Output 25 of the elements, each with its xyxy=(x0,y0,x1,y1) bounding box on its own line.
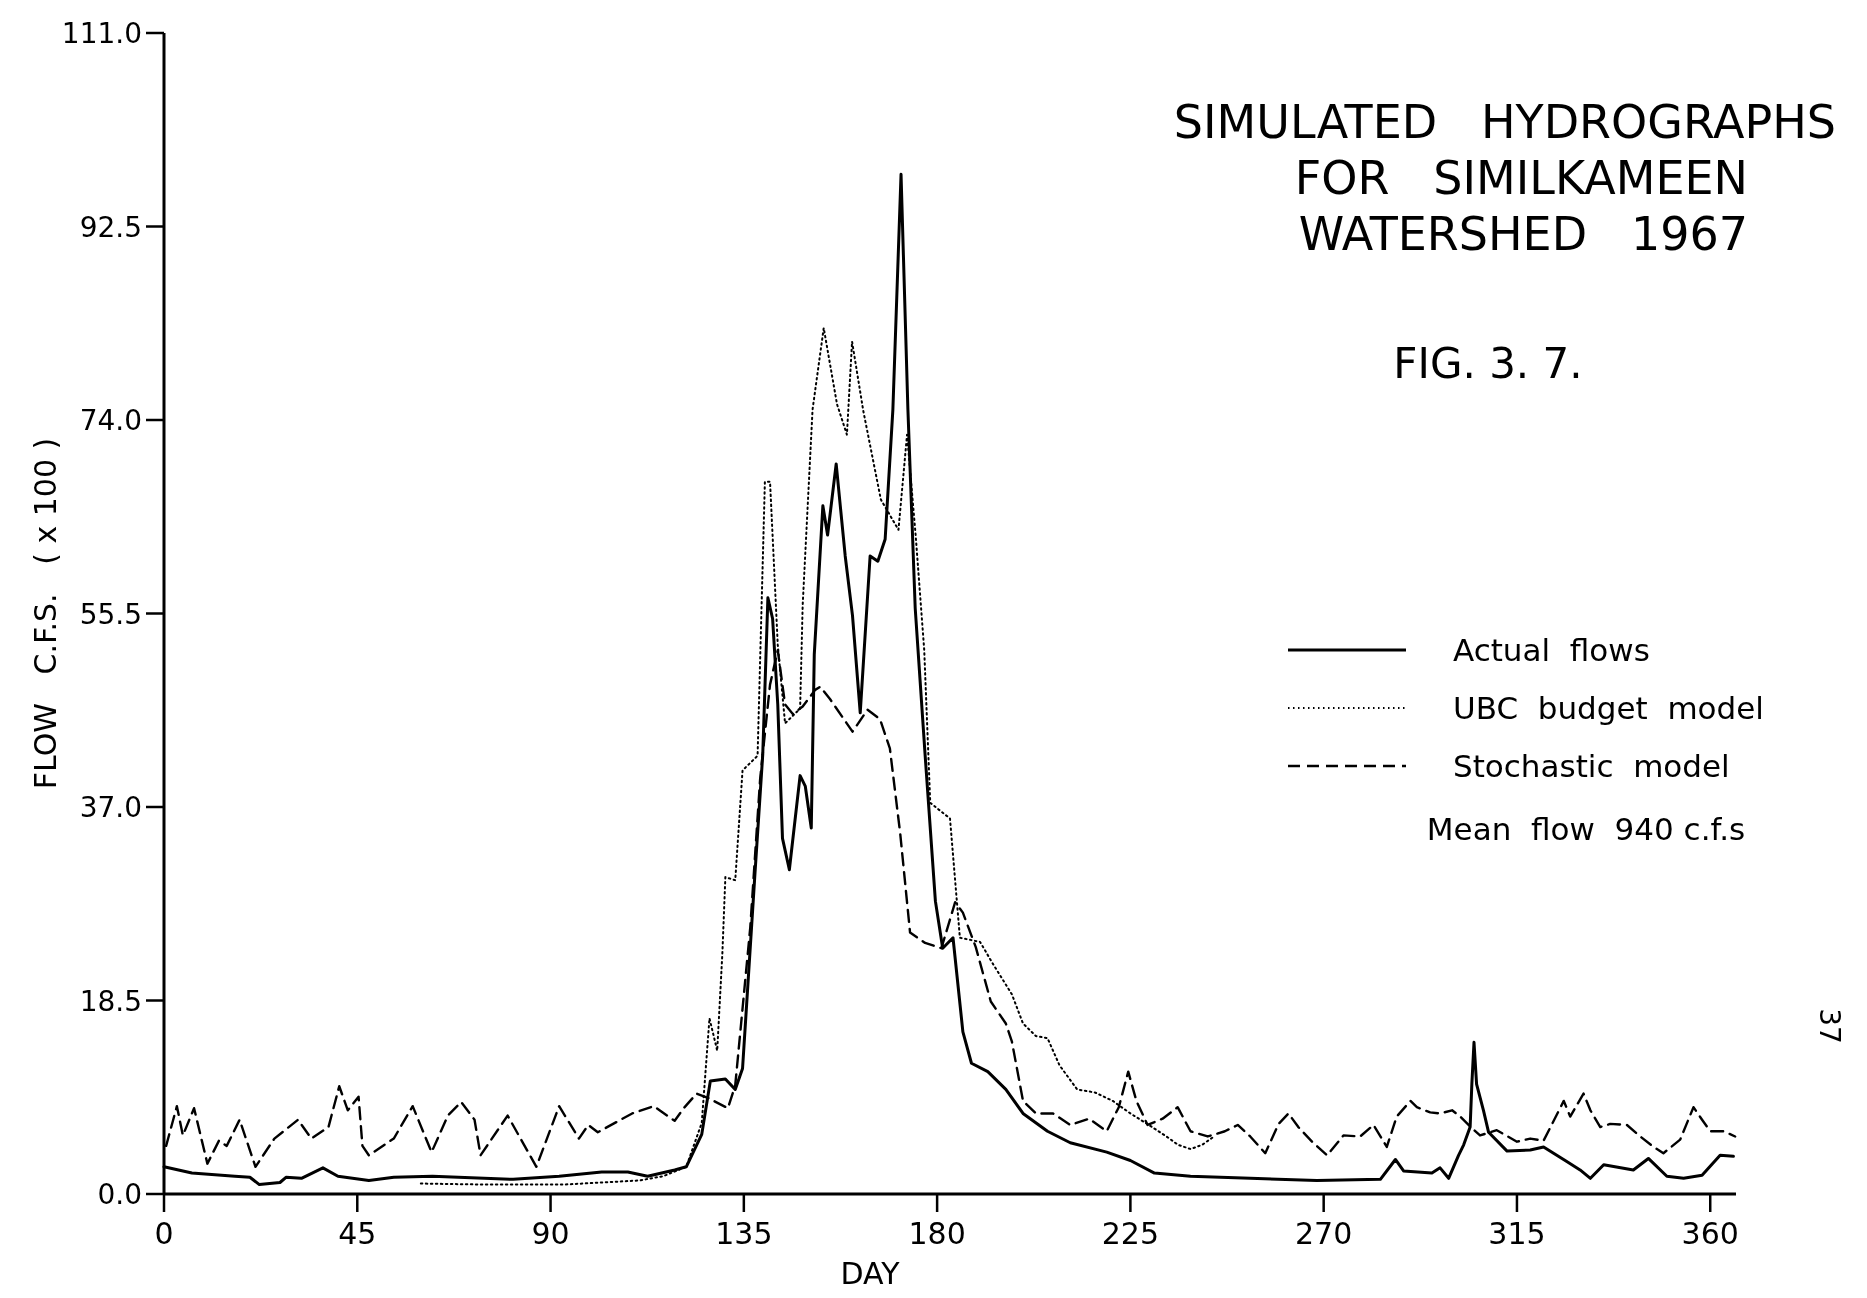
y-tick-label: 18.5 xyxy=(79,984,142,1018)
y-tick-label: 55.5 xyxy=(79,597,142,631)
x-tick-label: 135 xyxy=(715,1216,773,1251)
y-axis-title: FLOW C.F.S. ( x 100 ) xyxy=(28,437,63,790)
y-tick-label: 111.0 xyxy=(61,17,142,50)
annotation: FIG. 3. 7. xyxy=(1393,339,1583,388)
y-tick-label: 37.0 xyxy=(79,791,142,824)
x-tick-label: 45 xyxy=(338,1216,377,1251)
legend-label: Actual flows xyxy=(1453,632,1650,668)
legend-label: Stochastic model xyxy=(1453,748,1730,784)
x-axis-title: DAY xyxy=(840,1256,901,1291)
annotation: Mean flow 940 c.f.s xyxy=(1426,811,1746,847)
x-tick-label: 360 xyxy=(1681,1216,1739,1251)
y-tick-label: 92.5 xyxy=(79,210,142,244)
legend-label: UBC budget model xyxy=(1453,690,1764,726)
x-tick-label: 180 xyxy=(908,1216,966,1251)
x-tick-label: 0 xyxy=(154,1216,174,1251)
y-tick-label: 0.0 xyxy=(97,1178,142,1211)
x-tick-label: 315 xyxy=(1488,1216,1546,1251)
x-tick-label: 225 xyxy=(1101,1216,1160,1251)
text: 37 xyxy=(1813,1008,1846,1044)
x-tick-label: 270 xyxy=(1295,1216,1353,1251)
y-tick-label: 74.0 xyxy=(79,404,142,437)
x-tick-label: 90 xyxy=(531,1216,570,1251)
text: SIMULATED HYDROGRAPHS FOR SIMILKAMEEN WATERSHED 1967 xyxy=(1173,95,1836,261)
